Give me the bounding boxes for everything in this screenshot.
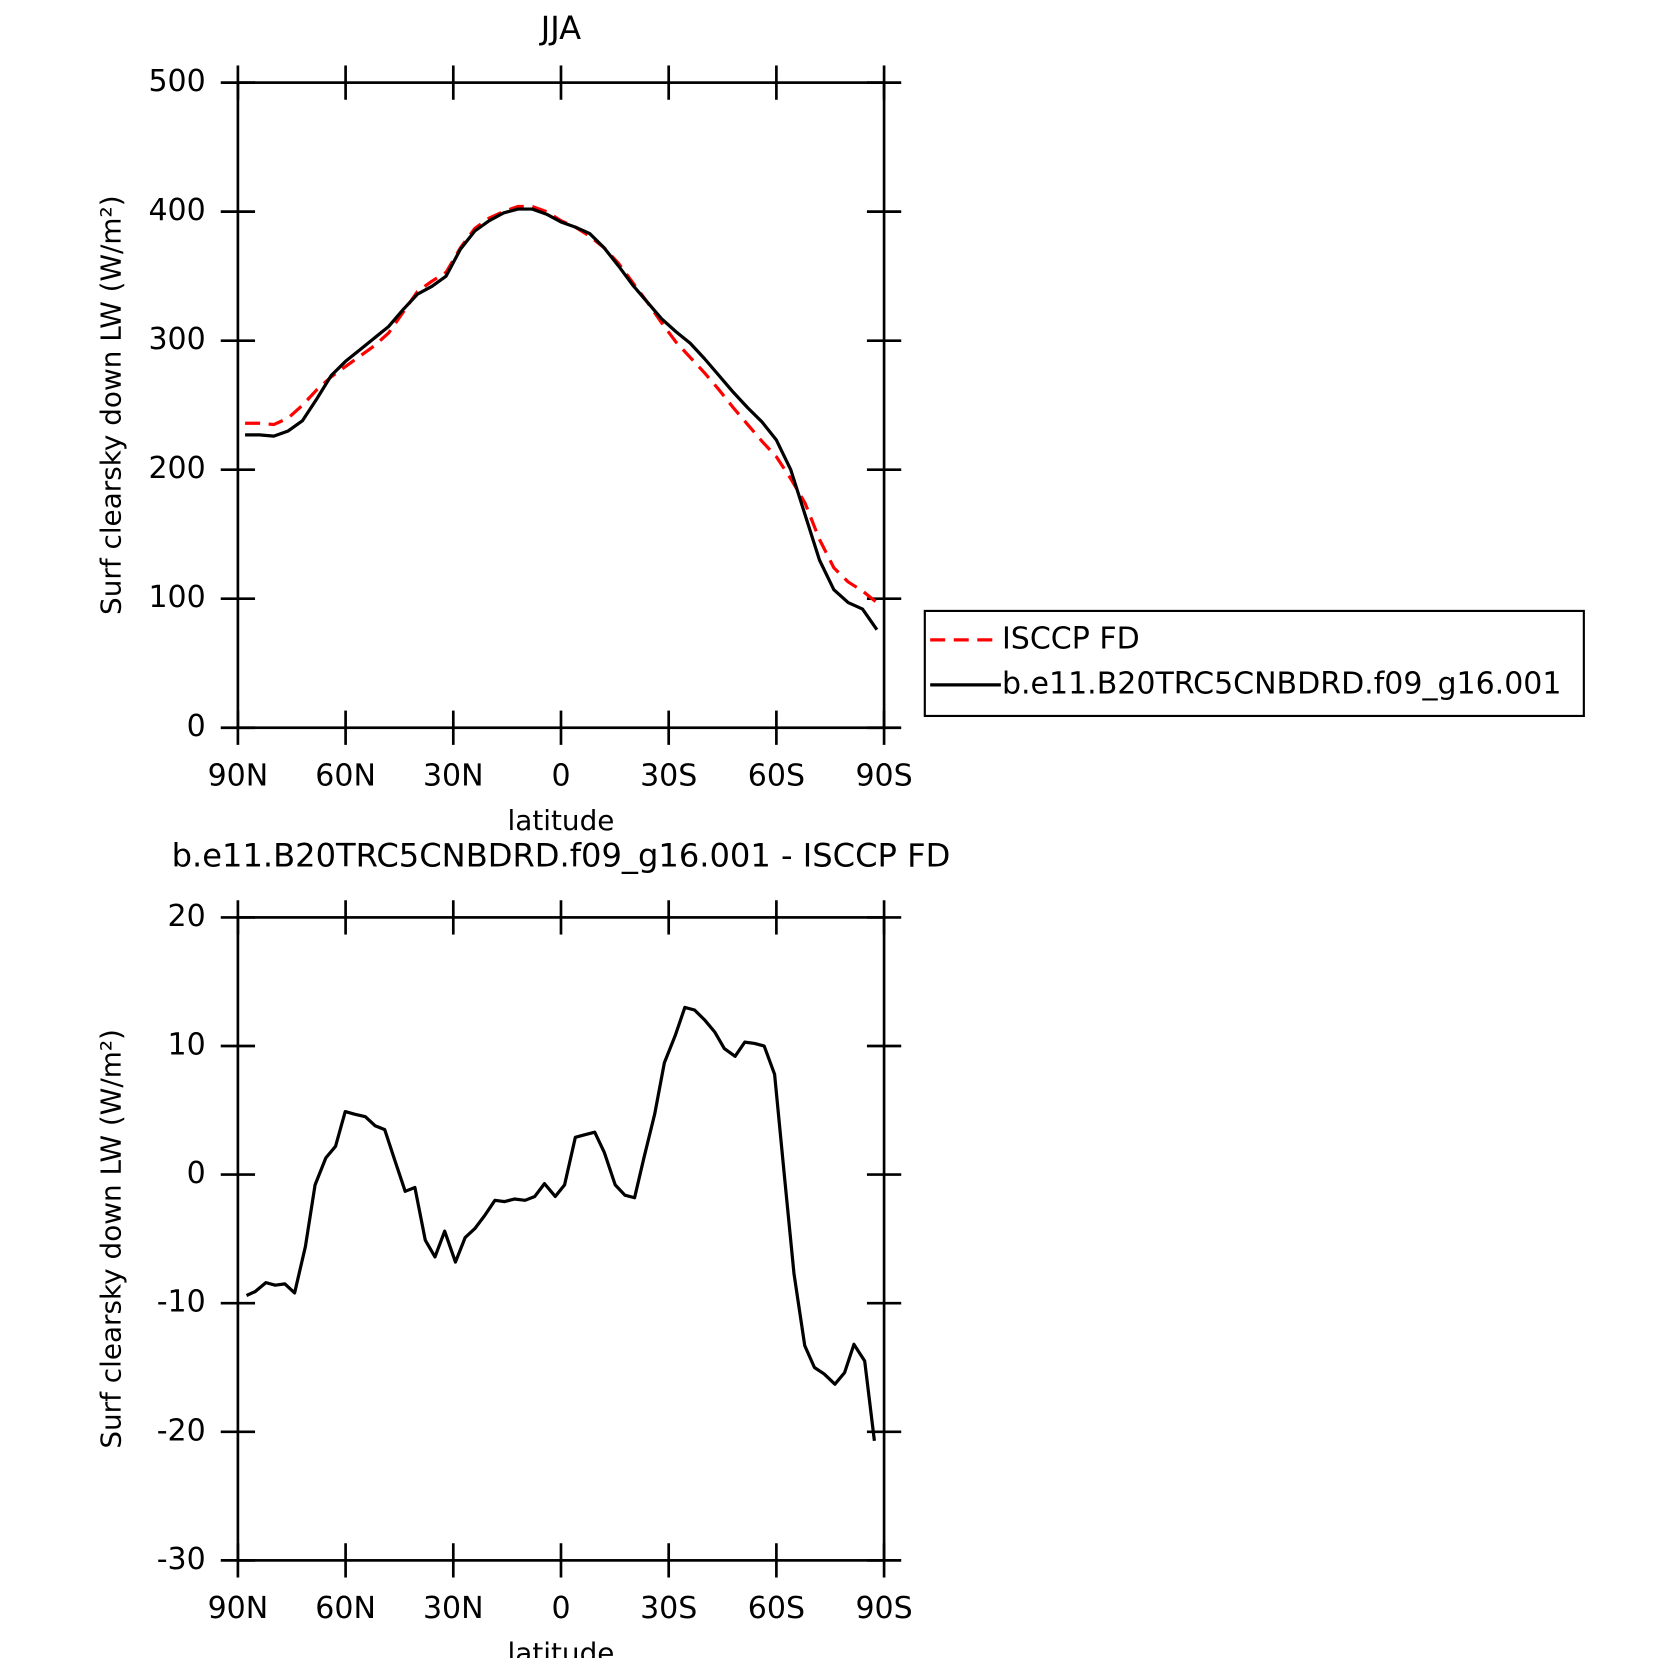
x-tick-label: 30N — [423, 759, 484, 794]
legend-label: ISCCP FD — [1002, 621, 1140, 656]
x-tick-label: 60S — [748, 759, 805, 794]
x-axis-label: latitude — [508, 804, 615, 837]
x-tick-label: 0 — [551, 759, 570, 794]
x-tick-label: 30S — [640, 759, 697, 794]
x-tick-label: 90S — [855, 759, 912, 794]
x-tick-label: 60S — [748, 1591, 805, 1626]
plot-frame — [236, 81, 886, 730]
x-tick-label: 90S — [855, 1591, 912, 1626]
y-tick-label: 10 — [168, 1028, 206, 1063]
y-tick-label: 0 — [187, 709, 206, 744]
data-line — [245, 1005, 876, 1441]
x-tick-label: 0 — [551, 1591, 570, 1626]
x-tick-label: 90N — [208, 1591, 269, 1626]
y-tick-label: 300 — [148, 322, 205, 357]
y-tick-label: 500 — [148, 64, 205, 99]
legend-label: b.e11.B20TRC5CNBDRD.f09_g16.001 — [1002, 666, 1562, 701]
x-axis-label: latitude — [508, 1637, 615, 1658]
y-tick-label: 200 — [148, 451, 205, 486]
chart-title: b.e11.B20TRC5CNBDRD.f09_g16.001 - ISCCP … — [172, 836, 951, 874]
data-line — [245, 204, 878, 604]
chart-title: JJA — [539, 9, 581, 47]
legend-box — [923, 609, 1585, 718]
x-tick-label: 30N — [423, 1591, 484, 1626]
y-tick-label: 0 — [187, 1156, 206, 1191]
y-axis-label: Surf clearsky down LW (W/m²) — [95, 1029, 128, 1449]
y-tick-label: -30 — [157, 1542, 206, 1577]
y-axis-label: Surf clearsky down LW (W/m²) — [95, 195, 128, 615]
plot-frame — [236, 916, 886, 1562]
x-tick-label: 30S — [640, 1591, 697, 1626]
y-tick-label: 400 — [148, 193, 205, 228]
x-tick-label: 60N — [315, 1591, 376, 1626]
y-tick-label: 100 — [148, 580, 205, 615]
legend: ISCCP FD b.e11.B20TRC5CNBDRD.f09_g16.001 — [923, 609, 1585, 718]
data-line — [245, 207, 879, 631]
x-tick-label: 60N — [315, 759, 376, 794]
y-tick-label: 20 — [168, 899, 206, 934]
y-tick-label: -20 — [157, 1413, 206, 1448]
y-tick-label: -10 — [157, 1285, 206, 1320]
x-tick-label: 90N — [208, 759, 269, 794]
